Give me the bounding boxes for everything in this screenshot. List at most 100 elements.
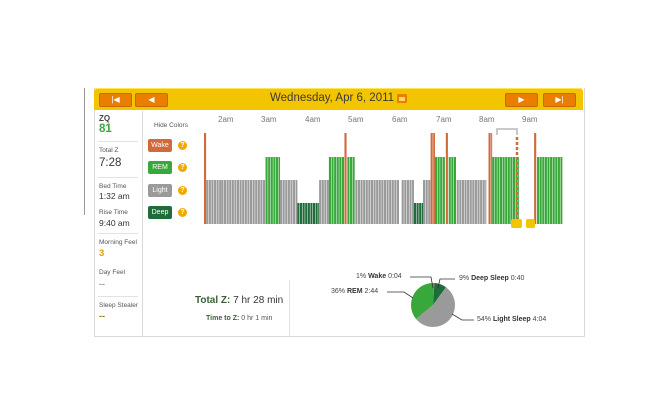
day-feel-label: Day Feel xyxy=(99,269,126,276)
pie-leader-lines xyxy=(387,276,474,321)
calendar-icon[interactable] xyxy=(397,94,407,103)
sleep-stage-bar-rem xyxy=(505,157,508,224)
sleep-stage-bar-light xyxy=(324,180,327,224)
sleep-stage-bar-light xyxy=(456,180,459,224)
time-to-z-value: 0 hr 1 min xyxy=(241,315,273,322)
sleep-stage-bar-light xyxy=(474,180,477,224)
sleep-stage-bar-deep xyxy=(421,203,424,224)
pie-label-light-time: 4:04 xyxy=(532,316,547,323)
sleep-stage-bar-light xyxy=(280,180,283,224)
sleep-stage-bar-deep xyxy=(318,203,320,224)
sleep-stage-bar-light xyxy=(357,180,361,224)
pie-label-wake-name: Wake xyxy=(368,273,387,280)
alarm-window-bracket xyxy=(496,128,518,135)
next-week-button[interactable]: ▶| xyxy=(543,93,576,107)
sleep-stage-bar-light xyxy=(472,180,475,224)
sleep-stage-bar-rem xyxy=(334,157,337,224)
pie-label-wake-pct: 1% xyxy=(356,273,367,280)
sleep-stage-bar-light xyxy=(221,180,224,224)
sleep-stage-bar-rem xyxy=(453,157,457,224)
sleep-stage-bar-rem xyxy=(557,157,560,224)
sleep-stage-bar-rem xyxy=(547,157,550,224)
alarm-window-marker[interactable] xyxy=(496,128,535,228)
sleep-stage-bar-rem xyxy=(448,157,451,224)
pie-slice-rem xyxy=(411,283,433,320)
leader-line-rem xyxy=(387,291,414,299)
pie-slice-deep-sleep xyxy=(433,283,446,305)
pie-label-wake: 1% Wake 0:04 xyxy=(356,273,402,280)
sleep-stage-bar-wake xyxy=(430,133,433,224)
sleep-stage-bar-wake xyxy=(534,133,537,224)
sleep-stage-bar-rem xyxy=(341,157,344,224)
sleep-stage-bar-light xyxy=(255,180,258,224)
time-tick-label: 4am xyxy=(305,115,321,124)
total-z-value: 7:28 xyxy=(99,157,122,169)
wake-help-icon[interactable]: ? xyxy=(178,141,187,150)
prev-week-button[interactable]: |◀ xyxy=(99,93,132,107)
sleep-stage-bar-rem xyxy=(499,157,503,224)
rise-time-value: 9:40 am xyxy=(99,218,130,228)
leader-line-wake xyxy=(410,276,434,289)
next-day-button[interactable]: ▶ xyxy=(505,93,538,107)
time-tick-label: 6am xyxy=(392,115,408,124)
deep-help-icon[interactable]: ? xyxy=(178,208,187,217)
sleep-stage-bar-rem xyxy=(442,157,445,224)
sleep-stage-bar-light xyxy=(355,180,358,224)
sleep-stage-bar-deep xyxy=(297,203,300,224)
bed-time-value: 1:32 am xyxy=(99,191,130,201)
time-tick-label: 8am xyxy=(479,115,495,124)
sleep-stage-bar-light xyxy=(370,180,374,224)
sleep-stage-bar-deep xyxy=(302,203,305,224)
sleep-stage-bar-deep xyxy=(310,203,313,224)
sleep-stage-bar-light xyxy=(244,180,247,224)
sleep-stage-bar-light xyxy=(394,180,397,224)
sleep-stage-bar-light xyxy=(262,180,266,224)
time-tick-label: 3am xyxy=(261,115,277,124)
sleep-stage-bar-rem xyxy=(336,157,339,224)
sleep-stage-bar-rem xyxy=(515,157,518,224)
sleep-stage-bar-light xyxy=(404,180,407,224)
legend-light-button[interactable]: Light xyxy=(148,184,172,197)
sleep-stage-bar-rem xyxy=(268,157,271,224)
leader-line-light xyxy=(451,313,474,321)
sleep-stage-bar-rem xyxy=(502,157,505,224)
sleep-stage-bar-rem xyxy=(494,157,497,224)
sleep-stage-bar-light xyxy=(260,180,263,224)
divider xyxy=(98,177,138,178)
sleep-stage-bar-rem xyxy=(539,157,542,224)
sleep-stage-bar-rem xyxy=(349,157,353,224)
legend-wake-button[interactable]: Wake xyxy=(148,139,172,152)
sleep-stage-bar-deep xyxy=(313,203,316,224)
sleep-stage-bar-rem xyxy=(537,157,540,224)
hide-colors-link[interactable]: Hide Colors xyxy=(154,122,188,129)
sleep-stage-bar-light xyxy=(396,180,400,224)
sleep-stage-bar-rem xyxy=(278,157,281,224)
sleep-stage-bar-rem xyxy=(265,157,268,224)
summary-divider xyxy=(289,280,290,336)
rem-help-icon[interactable]: ? xyxy=(178,163,187,172)
sleep-stage-bar-rem xyxy=(347,157,350,224)
legend-rem-button[interactable]: REM xyxy=(148,161,172,174)
sleep-stage-bar-light xyxy=(428,180,431,224)
sleep-stage-bar-wake xyxy=(344,133,347,224)
sleep-stage-bar-light xyxy=(469,180,472,224)
sleep-stage-bar-light xyxy=(319,180,322,224)
time-to-z-label: Time to Z: xyxy=(206,315,240,322)
pie-label-deep: 9% Deep Sleep 0:40 xyxy=(459,275,524,282)
total-z-summary-value: 7 hr 28 min xyxy=(233,295,284,306)
sleep-stage-bar-light xyxy=(206,180,209,224)
light-help-icon[interactable]: ? xyxy=(178,186,187,195)
sleep-stage-bar-rem xyxy=(555,157,558,224)
sleep-stage-bar-light xyxy=(290,180,293,224)
alarm-bell-icon[interactable] xyxy=(511,219,522,228)
legend-deep-button[interactable]: Deep xyxy=(148,206,172,219)
alarm-bell-icon[interactable] xyxy=(526,219,535,228)
prev-day-button[interactable]: ◀ xyxy=(135,93,168,107)
sleep-stage-bar-light xyxy=(363,180,366,224)
sleep-stage-bar-rem xyxy=(275,157,279,224)
pie-label-rem: 36% REM 2:44 xyxy=(331,288,378,295)
sleep-stage-bar-light xyxy=(242,180,245,224)
pie-label-light-pct: 54% xyxy=(477,316,492,323)
leader-line-deep xyxy=(437,278,455,289)
sleep-stage-bar-rem xyxy=(434,157,438,224)
